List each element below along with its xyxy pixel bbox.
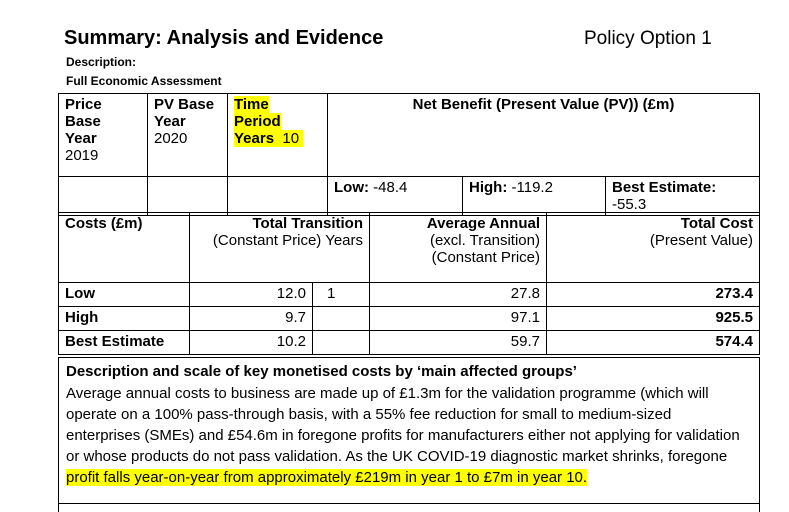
description-line: or whose products do not pass validation… xyxy=(66,448,728,465)
high-label: High: xyxy=(469,179,508,196)
row-label: High xyxy=(58,306,190,331)
row-label: Best Estimate xyxy=(58,330,190,355)
time-period-value: 10 xyxy=(282,130,300,147)
best-label: Best Estimate: xyxy=(612,179,717,196)
price-base-label-1: Price xyxy=(65,96,102,113)
period-label: Period xyxy=(234,113,281,130)
table-row: Low 12.0 1 27.8 273.4 xyxy=(58,282,760,307)
high-value: -119.2 xyxy=(511,179,553,196)
annual-value: 27.8 xyxy=(369,282,547,307)
price-base-year-value: 2019 xyxy=(65,147,99,164)
total-header-line2: (Present Value) xyxy=(649,232,753,249)
annual-value: 59.7 xyxy=(369,330,547,355)
costs-table: Costs (£m) Total Transition (Constant Pr… xyxy=(58,212,760,355)
low-label: Low: xyxy=(334,179,369,196)
best-value: -55.3 xyxy=(612,196,647,213)
empty-cell xyxy=(147,176,228,216)
table-row: Best Estimate 10.2 59.7 574.4 xyxy=(58,330,760,355)
transition-value: 12.0 xyxy=(189,282,313,307)
empty-cell xyxy=(227,176,328,216)
pv-base-year-cell: PV Base Year 2020 xyxy=(147,93,228,177)
net-benefit-header: Net Benefit (Present Value (PV)) (£m) xyxy=(327,93,760,177)
price-base-label-3: Year xyxy=(65,130,97,147)
total-value: 574.4 xyxy=(546,330,760,355)
page-title: Summary: Analysis and Evidence xyxy=(64,27,384,49)
description-heading: Description and scale of key monetised c… xyxy=(66,363,577,380)
summary-table: Price Base Year 2019 PV Base Year 2020 T… xyxy=(58,93,760,216)
description-box: Description and scale of key monetised c… xyxy=(58,357,760,512)
time-label: Time xyxy=(234,96,269,113)
transition-value: 10.2 xyxy=(189,330,313,355)
transition-header-line1: Total Transition xyxy=(252,215,363,232)
best-estimate-cell: Best Estimate: -55.3 xyxy=(605,176,760,216)
transition-header: Total Transition (Constant Price) Years xyxy=(189,212,370,283)
total-value: 273.4 xyxy=(546,282,760,307)
total-value: 925.5 xyxy=(546,306,760,331)
bottom-divider xyxy=(58,503,760,504)
assessment-label: Full Economic Assessment xyxy=(66,74,222,88)
annual-header-line2: (excl. Transition) xyxy=(429,232,540,249)
time-period-cell: Time Period Years 10 xyxy=(227,93,328,177)
years-value xyxy=(312,330,370,355)
price-base-label-2: Base xyxy=(65,113,101,130)
description-line-highlighted: profit falls year-on-year from approxima… xyxy=(66,469,588,486)
annual-header-line1: Average Annual xyxy=(426,215,540,232)
annual-header-line3: (Constant Price) xyxy=(431,249,540,266)
years-value: 1 xyxy=(312,282,370,307)
high-estimate-cell: High: -119.2 xyxy=(462,176,606,216)
total-header: Total Cost (Present Value) xyxy=(546,212,760,283)
description-line: operate on a 100% pass-through basis, wi… xyxy=(66,406,672,423)
description-body: Average annual costs to business are mad… xyxy=(66,383,752,488)
row-label: Low xyxy=(58,282,190,307)
price-base-year-cell: Price Base Year 2019 xyxy=(58,93,148,177)
description-line: Average annual costs to business are mad… xyxy=(66,385,709,402)
pv-base-year-value: 2020 xyxy=(154,130,188,147)
transition-header-line2: (Constant Price) Years xyxy=(212,232,363,249)
policy-option-label: Policy Option 1 xyxy=(584,28,712,49)
annual-header: Average Annual (excl. Transition) (Const… xyxy=(369,212,547,283)
annual-value: 97.1 xyxy=(369,306,547,331)
total-header-line1: Total Cost xyxy=(680,215,753,232)
description-line: enterprises (SMEs) and £54.6m in foregon… xyxy=(66,427,740,444)
pv-base-label-2: Year xyxy=(154,113,186,130)
transition-value: 9.7 xyxy=(189,306,313,331)
empty-cell xyxy=(58,176,148,216)
costs-header: Costs (£m) xyxy=(58,212,190,283)
table-row: High 9.7 97.1 925.5 xyxy=(58,306,760,331)
years-value xyxy=(312,306,370,331)
pv-base-label-1: PV Base xyxy=(154,96,215,113)
description-label: Description: xyxy=(66,55,137,69)
years-label: Years xyxy=(234,130,275,147)
low-estimate-cell: Low: -48.4 xyxy=(327,176,463,216)
low-value: -48.4 xyxy=(373,179,408,196)
